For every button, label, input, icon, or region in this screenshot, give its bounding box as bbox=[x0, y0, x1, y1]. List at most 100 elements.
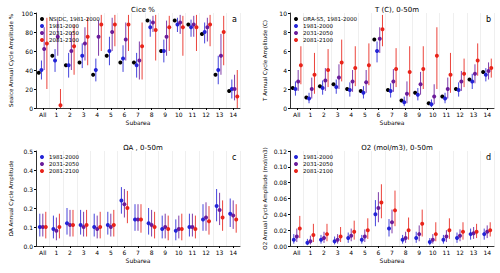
svg-text:0.10: 0.10 bbox=[274, 163, 288, 170]
svg-text:1: 1 bbox=[308, 111, 312, 118]
svg-text:12: 12 bbox=[202, 249, 210, 256]
svg-text:2: 2 bbox=[283, 86, 287, 93]
svg-text:6: 6 bbox=[122, 111, 126, 118]
svg-text:All: All bbox=[293, 111, 301, 118]
svg-text:0: 0 bbox=[29, 105, 33, 112]
svg-text:1: 1 bbox=[54, 249, 58, 256]
svg-text:All: All bbox=[293, 249, 301, 256]
svg-text:0.02: 0.02 bbox=[274, 227, 288, 234]
svg-text:1981-2000: 1981-2000 bbox=[49, 154, 79, 160]
svg-text:11: 11 bbox=[189, 249, 197, 256]
svg-text:8: 8 bbox=[404, 249, 408, 256]
svg-text:14: 14 bbox=[229, 111, 237, 118]
svg-text:T (C), 0-50m: T (C), 0-50m bbox=[374, 6, 419, 14]
svg-text:20: 20 bbox=[25, 86, 33, 93]
svg-text:11: 11 bbox=[443, 249, 451, 256]
svg-text:d: d bbox=[486, 153, 491, 162]
svg-text:14: 14 bbox=[483, 111, 491, 118]
svg-text:T Annual Cycle Amplitude (C): T Annual Cycle Amplitude (C) bbox=[262, 20, 269, 102]
svg-text:3: 3 bbox=[336, 111, 340, 118]
svg-text:60: 60 bbox=[25, 48, 33, 55]
svg-text:10: 10 bbox=[279, 10, 287, 17]
svg-text:9: 9 bbox=[417, 111, 421, 118]
svg-text:2081-2100: 2081-2100 bbox=[303, 168, 333, 174]
svg-text:2: 2 bbox=[68, 249, 72, 256]
svg-text:13: 13 bbox=[470, 249, 478, 256]
svg-text:7: 7 bbox=[390, 111, 394, 118]
svg-text:4: 4 bbox=[349, 249, 353, 256]
svg-text:2031-2050: 2031-2050 bbox=[49, 161, 79, 167]
svg-text:10: 10 bbox=[175, 249, 183, 256]
svg-text:11: 11 bbox=[443, 111, 451, 118]
svg-text:13: 13 bbox=[470, 111, 478, 118]
svg-text:4: 4 bbox=[349, 111, 353, 118]
svg-text:Subarea: Subarea bbox=[126, 257, 151, 264]
svg-text:All: All bbox=[39, 249, 47, 256]
svg-text:8: 8 bbox=[404, 111, 408, 118]
svg-text:13: 13 bbox=[216, 249, 224, 256]
svg-text:6: 6 bbox=[283, 48, 287, 55]
svg-text:0.00: 0.00 bbox=[274, 243, 288, 250]
svg-text:0.08: 0.08 bbox=[274, 179, 288, 186]
svg-text:3: 3 bbox=[82, 249, 86, 256]
svg-text:6: 6 bbox=[122, 249, 126, 256]
svg-text:0.1: 0.1 bbox=[23, 224, 33, 231]
svg-text:NSIDC, 1981-2000: NSIDC, 1981-2000 bbox=[49, 16, 100, 22]
svg-text:2031-2050: 2031-2050 bbox=[303, 30, 333, 36]
svg-text:7: 7 bbox=[390, 249, 394, 256]
svg-text:4: 4 bbox=[283, 67, 287, 74]
svg-text:8: 8 bbox=[283, 29, 287, 36]
svg-text:2: 2 bbox=[322, 249, 326, 256]
svg-text:b: b bbox=[486, 15, 491, 24]
svg-text:4: 4 bbox=[95, 111, 99, 118]
svg-text:0.4: 0.4 bbox=[23, 167, 33, 174]
svg-text:ORA-S5, 1981-2000: ORA-S5, 1981-2000 bbox=[303, 16, 358, 22]
svg-text:10: 10 bbox=[429, 111, 437, 118]
svg-text:0.2: 0.2 bbox=[23, 205, 33, 212]
svg-text:12: 12 bbox=[202, 111, 210, 118]
svg-text:5: 5 bbox=[109, 111, 113, 118]
svg-text:6: 6 bbox=[376, 111, 380, 118]
svg-text:c: c bbox=[232, 153, 236, 162]
svg-text:0.3: 0.3 bbox=[23, 186, 33, 193]
svg-text:0.12: 0.12 bbox=[274, 148, 288, 155]
svg-text:O2 (mol/m3), 0-50m: O2 (mol/m3), 0-50m bbox=[361, 144, 433, 152]
svg-text:1: 1 bbox=[308, 249, 312, 256]
svg-text:100: 100 bbox=[22, 10, 34, 17]
svg-text:0.0: 0.0 bbox=[23, 243, 33, 250]
svg-text:1981-2000: 1981-2000 bbox=[303, 154, 333, 160]
svg-text:1981-2000: 1981-2000 bbox=[49, 23, 79, 29]
svg-text:0.5: 0.5 bbox=[23, 148, 33, 155]
svg-text:8: 8 bbox=[150, 249, 154, 256]
svg-text:0.04: 0.04 bbox=[274, 211, 288, 218]
svg-text:Seaice Annual Cycle Amplitude: Seaice Annual Cycle Amplitude % bbox=[8, 14, 15, 107]
svg-text:2031-2050: 2031-2050 bbox=[49, 30, 79, 36]
svg-text:5: 5 bbox=[363, 249, 367, 256]
svg-text:4: 4 bbox=[95, 249, 99, 256]
svg-text:9: 9 bbox=[163, 111, 167, 118]
svg-text:2: 2 bbox=[68, 111, 72, 118]
svg-text:2031-2050: 2031-2050 bbox=[303, 161, 333, 167]
svg-text:10: 10 bbox=[175, 111, 183, 118]
svg-text:14: 14 bbox=[483, 249, 491, 256]
svg-text:6: 6 bbox=[376, 249, 380, 256]
svg-text:2: 2 bbox=[322, 111, 326, 118]
svg-text:5: 5 bbox=[109, 249, 113, 256]
svg-text:9: 9 bbox=[417, 249, 421, 256]
svg-text:9: 9 bbox=[163, 249, 167, 256]
svg-text:a: a bbox=[232, 15, 237, 24]
svg-text:12: 12 bbox=[456, 111, 464, 118]
svg-text:1981-2000: 1981-2000 bbox=[303, 23, 333, 29]
svg-text:5: 5 bbox=[363, 111, 367, 118]
svg-text:0: 0 bbox=[283, 105, 287, 112]
svg-text:13: 13 bbox=[216, 111, 224, 118]
svg-text:1: 1 bbox=[54, 111, 58, 118]
svg-text:Subarea: Subarea bbox=[126, 119, 151, 126]
svg-text:All: All bbox=[39, 111, 47, 118]
svg-text:7: 7 bbox=[136, 111, 140, 118]
svg-text:3: 3 bbox=[82, 111, 86, 118]
svg-text:0.06: 0.06 bbox=[274, 195, 288, 202]
svg-text:14: 14 bbox=[229, 249, 237, 256]
svg-text:2081-2100: 2081-2100 bbox=[49, 168, 79, 174]
svg-text:7: 7 bbox=[136, 249, 140, 256]
